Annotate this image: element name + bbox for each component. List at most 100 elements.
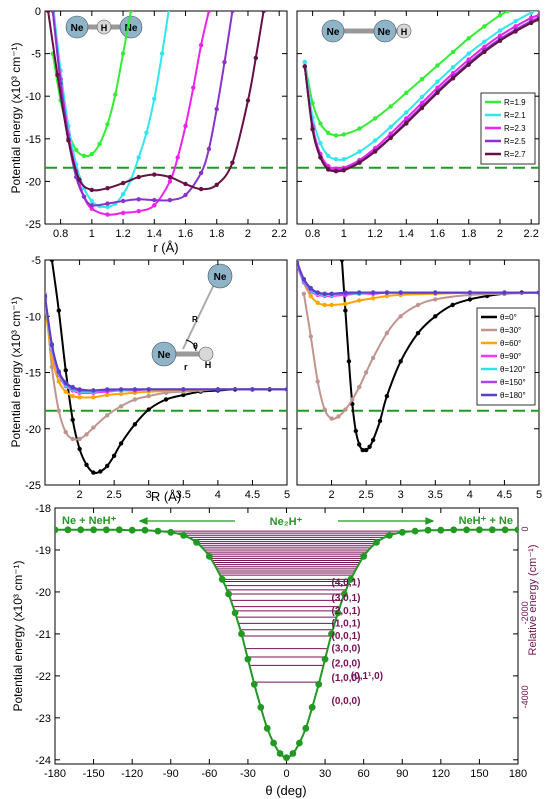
data-point [136,209,141,214]
data-point [341,157,346,162]
data-point [467,290,473,295]
data-point [343,290,348,295]
x-tick-label: 1 [341,228,347,240]
series-line [297,264,539,297]
data-point [488,526,496,534]
y-tick-label: -5 [31,255,41,267]
x-tick-label: -60 [201,768,217,780]
x-tick-label: 60 [358,768,370,780]
data-point [77,436,82,442]
level-label: (4,0,1) [332,578,361,589]
level-label: (1,0,1) [332,618,361,629]
data-point [206,11,212,14]
data-point [98,469,103,474]
data-point [297,260,300,265]
series-line [50,260,287,475]
plots: 0.8 1 1.2 1.4 1.6 1.8 2 2.2 0 -5 -10 -15 -20 -25 0.8 1 1… [25,0,542,780]
data-point [333,133,339,138]
data-point [183,123,188,129]
data-point [433,290,438,295]
data-point [163,397,169,402]
data-point [466,62,471,67]
data-point [167,174,173,180]
data-point [310,127,315,132]
data-point [343,301,348,307]
data-point [257,703,265,711]
data-point [56,308,61,313]
data-point [152,197,157,203]
chart-bottom: -180 -150 -120 -90 -60 -30 0 30 60 90 120 150 180-18… [35,503,530,780]
data-point [357,442,362,447]
data-point [120,198,126,204]
data-point [97,141,102,147]
data-point [118,404,124,409]
data-point [310,100,315,106]
data-point [84,462,89,467]
chart-middle-left: 2 2.5 3 3.5 4 4.5 5 -5 -10 -15 -20 -25 [25,255,290,501]
data-point [206,146,212,152]
y-tick-label: -22 [35,671,51,683]
data-point [404,90,409,96]
x-tick-label: 120 [432,768,450,780]
data-point [230,160,235,165]
data-point [424,526,432,534]
data-point [168,0,172,4]
data-point [302,64,307,69]
ylabel-bottom: Potential energy (x10³ cm⁻¹) [11,560,25,711]
data-point [63,429,68,435]
data-point [152,203,157,208]
data-point [467,297,473,302]
plot-area [55,526,518,762]
data-point [308,285,313,291]
data-point [466,36,471,41]
data-point [315,300,320,305]
data-point [113,92,118,97]
data-point [198,186,204,192]
bottom-arrows [138,517,435,525]
data-point [419,94,425,100]
data-point [152,172,157,177]
bottom-left-label: Ne + NeH⁺ [62,515,117,527]
data-point [398,314,403,319]
data-point [180,531,188,539]
data-point [308,703,316,711]
legend: R=1.9 R=2.1 R=2.3 R=2.5 R=2.7 [480,92,536,165]
data-point [329,302,334,308]
data-point [466,51,471,56]
data-point [435,90,440,96]
data-point [105,201,110,206]
data-point [89,151,95,157]
data-point [289,750,297,757]
data-point [105,204,110,210]
data-point [501,526,509,534]
data-point [270,739,277,747]
data-point [105,186,110,191]
x-tick-label: -150 [83,768,105,780]
data-point [384,293,390,299]
data-point [132,422,138,427]
data-point [89,206,95,211]
data-point [497,38,503,43]
data-point [497,33,503,38]
data-point [218,575,226,583]
data-point [315,680,323,688]
data-point [105,212,110,217]
x-tick-label: -90 [163,768,179,780]
data-point [84,432,89,437]
xlabel-bottom: θ (deg) [265,783,306,798]
data-point [370,290,376,295]
panel-top-left-frame [44,10,288,225]
data-point [536,17,539,22]
data-point [193,539,200,546]
y-tick-label: -25 [25,219,41,231]
atom-label: H [401,27,408,37]
data-point [118,387,124,392]
data-point [74,147,79,153]
atom-label: Ne [125,23,138,34]
legend-label: R=2.3 [504,124,526,133]
y-tick-label: 0 [35,6,41,18]
x-tick-label: 150 [470,768,488,780]
x-tick-label: 1 [89,228,95,240]
data-point [301,291,307,296]
x-tick-label: 1.4 [399,228,414,240]
